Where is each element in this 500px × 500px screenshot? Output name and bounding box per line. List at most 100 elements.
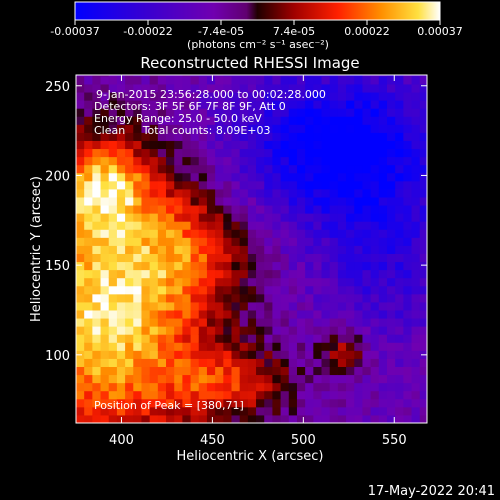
heatmap-cell bbox=[419, 358, 427, 367]
heatmap-cell bbox=[280, 261, 290, 271]
heatmap-cell bbox=[288, 148, 298, 158]
heatmap-cell bbox=[76, 334, 85, 343]
heatmap-cell bbox=[166, 390, 175, 400]
heatmap-cell bbox=[272, 358, 282, 367]
heatmap-cell bbox=[386, 75, 396, 77]
heatmap-cell bbox=[296, 180, 306, 190]
heatmap-cell bbox=[198, 83, 208, 93]
heatmap-cell bbox=[362, 188, 372, 198]
heatmap-cell bbox=[362, 180, 372, 190]
heatmap-cell bbox=[288, 414, 298, 423]
heatmap-cell bbox=[174, 188, 183, 198]
heatmap-cell bbox=[264, 245, 273, 254]
heatmap-cell bbox=[354, 213, 363, 222]
heatmap-cell bbox=[329, 100, 339, 109]
heatmap-cell bbox=[403, 390, 413, 400]
heatmap-cell bbox=[403, 100, 413, 109]
heatmap-cell bbox=[223, 277, 232, 287]
heatmap-cell bbox=[419, 221, 427, 230]
heatmap-cell bbox=[108, 148, 118, 158]
heatmap-cell bbox=[133, 285, 142, 295]
heatmap-cell bbox=[378, 164, 388, 174]
heatmap-cell bbox=[256, 293, 265, 303]
heatmap-cell bbox=[84, 75, 93, 85]
heatmap-cell bbox=[141, 285, 151, 295]
heatmap-cell bbox=[305, 172, 314, 182]
heatmap-cell bbox=[84, 277, 93, 287]
heatmap-cell bbox=[239, 92, 249, 101]
heatmap-cell bbox=[337, 164, 347, 174]
heatmap-cell bbox=[256, 156, 265, 166]
heatmap-cell bbox=[116, 116, 126, 125]
heatmap-cell bbox=[141, 124, 151, 133]
heatmap-cell bbox=[125, 188, 134, 198]
heatmap-cell bbox=[141, 172, 151, 182]
heatmap-cell bbox=[84, 269, 93, 279]
heatmap-cell bbox=[239, 382, 249, 392]
heatmap-cell bbox=[378, 213, 388, 222]
heatmap-cell bbox=[313, 83, 323, 93]
heatmap-cell bbox=[354, 366, 363, 376]
heatmap-cell bbox=[116, 334, 126, 343]
heatmap-cell bbox=[108, 318, 118, 327]
heatmap-cell bbox=[296, 366, 306, 376]
heatmap-cell bbox=[215, 124, 224, 133]
heatmap-cell bbox=[108, 229, 118, 238]
heatmap-cell bbox=[337, 342, 347, 351]
info-text-block: 9-Jan-2015 23:56:28.000 to 00:02:28.000 … bbox=[94, 88, 326, 137]
heatmap-cell bbox=[288, 318, 298, 327]
heatmap-cell bbox=[264, 205, 273, 214]
heatmap-cell bbox=[182, 83, 192, 93]
heatmap-cell bbox=[133, 148, 142, 158]
heatmap-cell bbox=[370, 116, 380, 125]
heatmap-cell bbox=[386, 116, 396, 125]
heatmap-cell bbox=[321, 75, 331, 77]
heatmap-cell bbox=[76, 92, 85, 101]
heatmap-cell bbox=[264, 164, 273, 174]
heatmap-cell bbox=[256, 188, 265, 198]
heatmap-cell bbox=[92, 326, 102, 335]
heatmap-cell bbox=[76, 245, 85, 254]
heatmap-cell bbox=[206, 382, 216, 392]
heatmap-cell bbox=[280, 390, 290, 400]
heatmap-cell bbox=[125, 342, 134, 351]
heatmap-cell bbox=[313, 188, 323, 198]
heatmap-cell bbox=[362, 92, 372, 101]
heatmap-cell bbox=[346, 172, 355, 182]
heatmap-cell bbox=[247, 148, 257, 158]
heatmap-cell bbox=[337, 398, 347, 408]
heatmap-cell bbox=[190, 277, 200, 287]
heatmap-cell bbox=[100, 414, 110, 423]
heatmap-cell bbox=[141, 180, 151, 190]
heatmap-cell bbox=[231, 92, 241, 101]
heatmap-cell bbox=[92, 140, 102, 150]
heatmap-cell bbox=[215, 92, 224, 101]
heatmap-cell bbox=[247, 83, 257, 93]
heatmap-cell bbox=[125, 301, 134, 311]
heatmap-cell bbox=[215, 148, 224, 158]
heatmap-cell bbox=[166, 132, 175, 141]
heatmap-cell bbox=[247, 366, 257, 376]
heatmap-cell bbox=[296, 350, 306, 359]
heatmap-cell bbox=[403, 229, 413, 238]
heatmap-cell bbox=[288, 269, 298, 279]
heatmap-cell bbox=[157, 269, 167, 279]
heatmap-cell bbox=[76, 414, 85, 423]
heatmap-cell bbox=[92, 205, 102, 214]
heatmap-cell bbox=[362, 148, 372, 158]
heatmap-cell bbox=[395, 277, 404, 287]
heatmap-cell bbox=[166, 350, 175, 359]
heatmap-cell bbox=[386, 366, 396, 376]
heatmap-cell bbox=[370, 75, 380, 77]
heatmap-cell bbox=[182, 253, 192, 263]
heatmap-cell bbox=[329, 309, 339, 319]
heatmap-cell bbox=[346, 124, 355, 133]
heatmap-cell bbox=[337, 229, 347, 238]
heatmap-cell bbox=[305, 350, 314, 359]
heatmap-cell bbox=[256, 350, 265, 359]
heatmap-cell bbox=[223, 164, 232, 174]
heatmap-cell bbox=[182, 350, 192, 359]
heatmap-cell bbox=[370, 148, 380, 158]
heatmap-cell bbox=[346, 326, 355, 335]
